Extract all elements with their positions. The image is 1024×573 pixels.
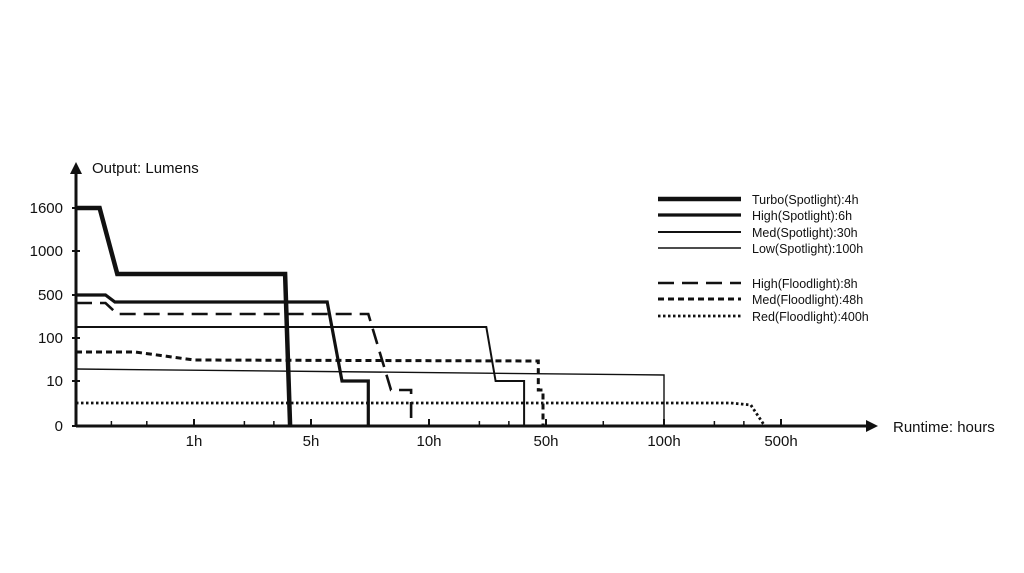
x-tick-label: 5h (303, 433, 320, 450)
legend-label: High(Floodlight):8h (752, 277, 858, 291)
x-tick-label: 10h (416, 433, 441, 450)
y-tick-label: 10 (46, 373, 63, 390)
y-tick-label: 1000 (30, 243, 63, 260)
legend-label: Turbo(Spotlight):4h (752, 193, 859, 207)
legend-label: Med(Spotlight):30h (752, 226, 858, 240)
series-line-1 (76, 293, 370, 426)
legend-label: Low(Spotlight):100h (752, 242, 863, 256)
y-ticks: 0 10 100 500 1000 1600 (30, 200, 80, 435)
y-tick-label: 500 (38, 287, 63, 304)
x-tick-label: 500h (764, 433, 797, 450)
legend-label: High(Spotlight):6h (752, 209, 852, 223)
x-axis-title: Runtime: hours (893, 419, 995, 436)
series-line-3 (75, 368, 665, 426)
series-lines (75, 205, 766, 427)
x-tick-label: 50h (533, 433, 558, 450)
series-line-4 (76, 301, 413, 426)
y-axis-title: Output: Lumens (92, 160, 199, 177)
legend-label: Med(Floodlight):48h (752, 293, 863, 307)
y-tick-label: 1600 (30, 200, 63, 217)
legend-label: Red(Floodlight):400h (752, 310, 869, 324)
y-tick-label: 0 (55, 418, 63, 435)
x-tick-label: 100h (647, 433, 680, 450)
series-line-6 (76, 401, 766, 427)
x-tick-label: 1h (186, 433, 203, 450)
x-ticks: 1h 5h 10h 50h 100h 500h (110, 419, 798, 450)
series-line-5 (76, 350, 545, 426)
series-line-2 (76, 326, 526, 426)
series-line-0 (76, 205, 293, 427)
legend: Turbo(Spotlight):4h High(Spotlight):6h Med… (658, 193, 869, 324)
y-tick-label: 100 (38, 330, 63, 347)
